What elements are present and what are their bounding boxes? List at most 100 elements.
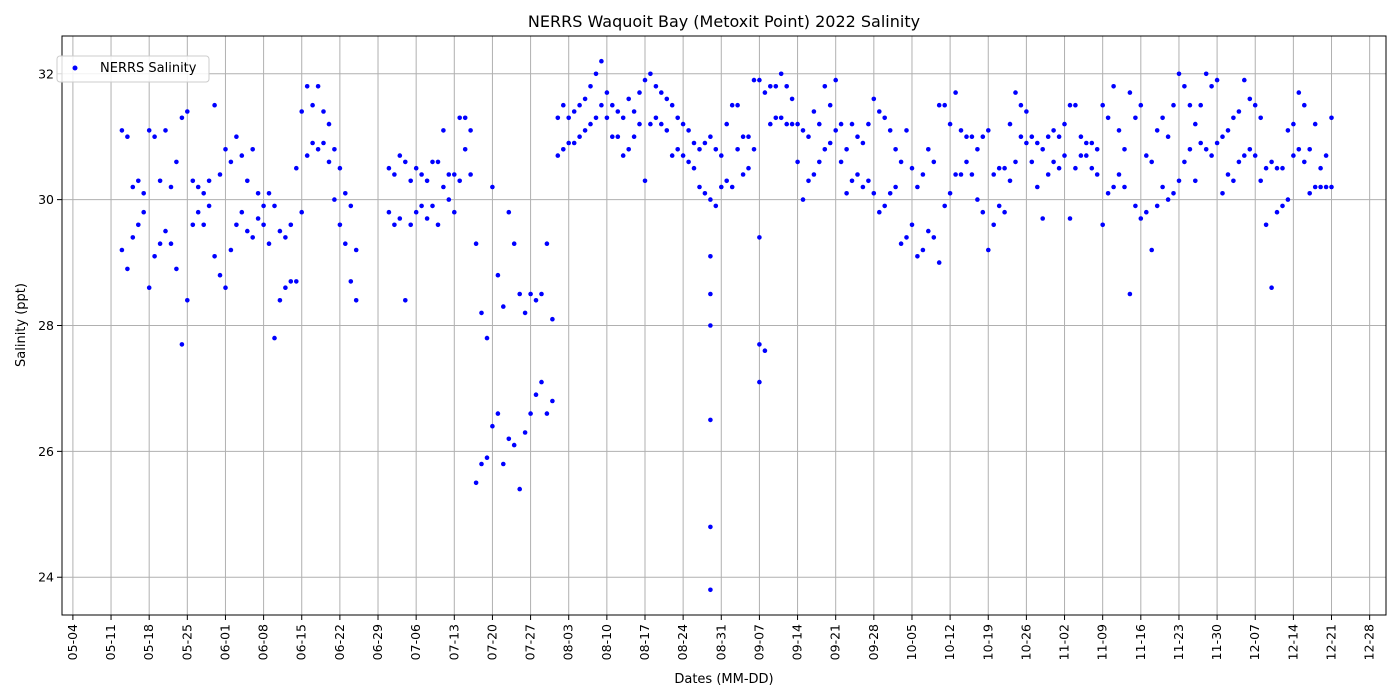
data-point — [757, 77, 762, 83]
data-point — [909, 165, 915, 171]
data-point — [849, 178, 855, 184]
data-point — [991, 172, 996, 177]
data-point — [261, 203, 266, 209]
data-point — [669, 153, 675, 158]
data-point — [980, 209, 986, 215]
data-point — [1291, 153, 1296, 158]
data-point — [582, 96, 588, 102]
data-point — [348, 279, 354, 284]
data-point — [996, 203, 1002, 209]
data-point — [762, 90, 768, 95]
data-point — [1024, 140, 1029, 146]
data-point — [1203, 147, 1209, 152]
data-point — [626, 96, 631, 102]
data-point — [419, 203, 424, 209]
data-point — [653, 84, 659, 89]
data-point — [947, 191, 953, 196]
data-point — [266, 191, 272, 196]
data-point — [686, 159, 691, 165]
data-point — [495, 272, 501, 278]
data-point — [1269, 285, 1274, 291]
data-point — [926, 228, 931, 234]
data-point — [283, 235, 288, 240]
data-point — [304, 153, 310, 158]
data-point — [936, 102, 942, 108]
data-point — [468, 172, 473, 177]
data-point — [680, 153, 686, 158]
data-point — [1045, 134, 1051, 139]
data-point — [163, 228, 168, 234]
x-tick-label: 11-16 — [1133, 624, 1148, 660]
data-point — [1307, 191, 1312, 196]
data-point — [969, 134, 975, 139]
data-point — [136, 222, 141, 228]
data-point — [735, 102, 740, 108]
data-point — [817, 121, 822, 127]
data-point — [228, 247, 234, 253]
data-point — [533, 298, 539, 303]
data-point — [746, 134, 751, 139]
data-point — [855, 134, 860, 139]
data-point — [353, 247, 359, 253]
data-point — [827, 140, 833, 146]
x-tick-label: 08-17 — [637, 624, 652, 660]
data-point — [1100, 102, 1105, 108]
data-point — [1236, 109, 1242, 114]
data-point — [1029, 159, 1035, 165]
data-point — [871, 96, 877, 102]
data-point — [789, 96, 795, 102]
data-point — [517, 291, 522, 297]
data-point — [212, 253, 217, 259]
data-point — [887, 191, 893, 196]
data-point — [266, 241, 272, 246]
data-point — [250, 147, 255, 152]
data-point — [1144, 153, 1149, 158]
data-point — [1291, 121, 1296, 127]
data-point — [708, 524, 713, 530]
data-point — [1231, 115, 1236, 121]
data-point — [544, 241, 550, 246]
data-point — [1247, 147, 1253, 152]
data-point — [637, 121, 642, 127]
data-point — [294, 279, 299, 284]
data-point — [392, 222, 397, 228]
y-tick-label: 30 — [38, 192, 54, 207]
data-point — [528, 291, 533, 297]
data-point — [299, 209, 305, 215]
data-point — [392, 172, 397, 177]
data-point — [413, 165, 419, 171]
x-tick-label: 05-11 — [103, 624, 118, 660]
data-point — [871, 191, 877, 196]
data-point — [1318, 184, 1323, 190]
data-point — [239, 209, 245, 215]
data-point — [827, 102, 833, 108]
data-point — [719, 153, 724, 158]
data-point — [1198, 140, 1203, 146]
data-point — [1296, 90, 1302, 95]
data-point — [174, 266, 179, 272]
data-point — [898, 241, 904, 246]
data-point — [708, 587, 713, 593]
data-point — [408, 222, 414, 228]
data-point — [631, 134, 637, 139]
data-point — [1302, 159, 1307, 165]
data-point — [724, 121, 729, 127]
x-tick-label: 05-18 — [141, 624, 156, 660]
data-point — [1122, 147, 1127, 152]
data-point — [1133, 115, 1138, 121]
data-point — [462, 115, 468, 121]
data-point — [920, 172, 926, 177]
data-point — [615, 109, 621, 114]
data-point — [430, 159, 435, 165]
data-point — [708, 253, 713, 259]
data-point — [152, 253, 157, 259]
data-point — [898, 159, 904, 165]
data-point — [539, 291, 544, 297]
legend-box — [56, 55, 210, 83]
data-point — [637, 90, 642, 95]
data-point — [986, 128, 991, 133]
data-point — [539, 379, 544, 385]
data-point — [610, 102, 615, 108]
data-point — [1062, 121, 1067, 127]
x-axis-label: Dates (MM-DD) — [674, 672, 773, 687]
